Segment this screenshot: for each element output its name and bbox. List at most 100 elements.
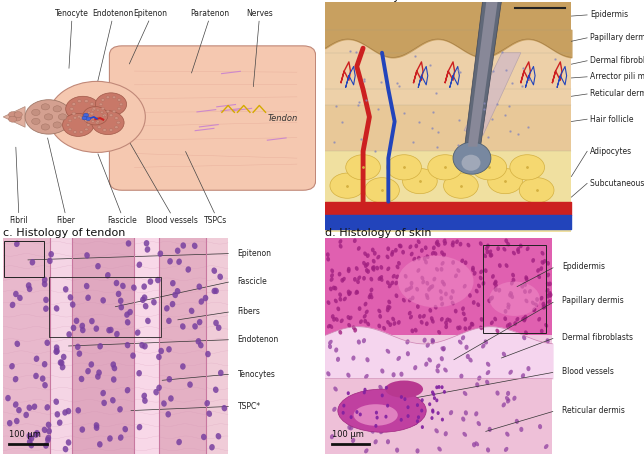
Ellipse shape: [335, 317, 339, 322]
Ellipse shape: [110, 397, 116, 403]
Ellipse shape: [32, 403, 37, 410]
Ellipse shape: [85, 368, 91, 375]
Ellipse shape: [491, 274, 495, 279]
Ellipse shape: [522, 318, 526, 322]
Ellipse shape: [424, 245, 428, 250]
Ellipse shape: [519, 427, 524, 432]
Ellipse shape: [66, 439, 71, 446]
Ellipse shape: [54, 348, 60, 354]
Text: b. Dermal layers: b. Dermal layers: [325, 0, 417, 1]
FancyBboxPatch shape: [109, 46, 316, 190]
Ellipse shape: [397, 261, 401, 266]
Ellipse shape: [540, 260, 544, 265]
Circle shape: [365, 178, 399, 203]
Ellipse shape: [70, 301, 75, 308]
Ellipse shape: [495, 329, 500, 333]
Ellipse shape: [486, 370, 490, 375]
Ellipse shape: [53, 349, 59, 355]
Ellipse shape: [406, 351, 410, 357]
Ellipse shape: [463, 391, 468, 396]
Ellipse shape: [440, 261, 444, 266]
Bar: [206, 238, 228, 454]
Ellipse shape: [7, 420, 12, 426]
Ellipse shape: [347, 425, 352, 430]
Ellipse shape: [464, 326, 468, 331]
Ellipse shape: [116, 291, 121, 297]
Ellipse shape: [444, 292, 448, 296]
Ellipse shape: [352, 325, 355, 330]
Ellipse shape: [399, 388, 403, 394]
Ellipse shape: [545, 338, 550, 344]
Ellipse shape: [397, 356, 401, 361]
Ellipse shape: [180, 242, 186, 249]
Ellipse shape: [107, 435, 113, 442]
Ellipse shape: [222, 405, 227, 411]
Ellipse shape: [428, 357, 432, 363]
Ellipse shape: [534, 302, 538, 307]
Ellipse shape: [399, 372, 404, 377]
Ellipse shape: [431, 408, 434, 413]
Ellipse shape: [399, 244, 402, 248]
Ellipse shape: [161, 400, 167, 407]
Ellipse shape: [370, 277, 374, 282]
Ellipse shape: [463, 317, 467, 322]
Ellipse shape: [189, 307, 194, 314]
Ellipse shape: [386, 439, 390, 444]
Ellipse shape: [440, 250, 444, 255]
Ellipse shape: [508, 322, 512, 327]
Ellipse shape: [216, 325, 222, 331]
Circle shape: [95, 93, 127, 116]
Ellipse shape: [334, 299, 338, 303]
Ellipse shape: [175, 288, 180, 294]
Ellipse shape: [330, 273, 334, 278]
Ellipse shape: [347, 267, 351, 271]
Ellipse shape: [440, 385, 444, 389]
Circle shape: [113, 110, 116, 113]
Ellipse shape: [137, 424, 142, 430]
Ellipse shape: [468, 325, 472, 330]
Circle shape: [106, 110, 109, 113]
Ellipse shape: [94, 422, 99, 429]
Text: 100 μm: 100 μm: [10, 430, 41, 438]
Ellipse shape: [62, 409, 68, 416]
Polygon shape: [26, 102, 73, 132]
Ellipse shape: [13, 291, 19, 297]
Ellipse shape: [95, 373, 100, 380]
Ellipse shape: [462, 312, 466, 316]
Ellipse shape: [334, 286, 337, 291]
Ellipse shape: [531, 258, 535, 263]
Circle shape: [97, 120, 99, 122]
Ellipse shape: [526, 246, 529, 251]
Ellipse shape: [440, 302, 444, 307]
Ellipse shape: [404, 274, 408, 279]
Ellipse shape: [475, 382, 479, 388]
Ellipse shape: [415, 410, 419, 415]
Ellipse shape: [442, 282, 446, 287]
Ellipse shape: [546, 294, 550, 299]
Ellipse shape: [326, 252, 330, 257]
Text: Fascicle: Fascicle: [107, 216, 137, 225]
Ellipse shape: [355, 410, 359, 414]
Ellipse shape: [355, 266, 359, 271]
Ellipse shape: [458, 340, 462, 344]
Ellipse shape: [513, 396, 516, 401]
Ellipse shape: [537, 275, 541, 279]
Ellipse shape: [176, 258, 182, 265]
Ellipse shape: [377, 309, 381, 313]
Ellipse shape: [155, 277, 160, 283]
Ellipse shape: [378, 314, 382, 319]
Ellipse shape: [166, 346, 172, 352]
Ellipse shape: [218, 274, 223, 280]
Ellipse shape: [477, 302, 480, 307]
Ellipse shape: [414, 328, 418, 332]
Ellipse shape: [356, 279, 360, 284]
Circle shape: [519, 178, 554, 203]
Ellipse shape: [42, 361, 48, 368]
Ellipse shape: [388, 284, 392, 288]
Bar: [325, 151, 571, 232]
Circle shape: [102, 115, 105, 117]
Circle shape: [14, 115, 21, 121]
Text: a. Tendon structure: a. Tendon structure: [3, 0, 111, 1]
Ellipse shape: [533, 307, 536, 312]
Circle shape: [73, 131, 77, 133]
